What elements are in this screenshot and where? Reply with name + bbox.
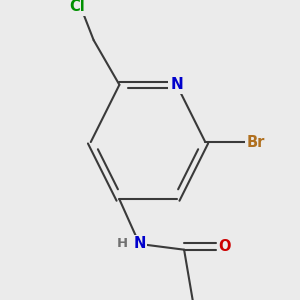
Text: Br: Br bbox=[247, 135, 265, 150]
Text: Cl: Cl bbox=[70, 0, 86, 14]
Text: N: N bbox=[170, 77, 183, 92]
Text: O: O bbox=[218, 239, 231, 254]
Text: H: H bbox=[116, 238, 128, 250]
Text: N: N bbox=[133, 236, 145, 251]
